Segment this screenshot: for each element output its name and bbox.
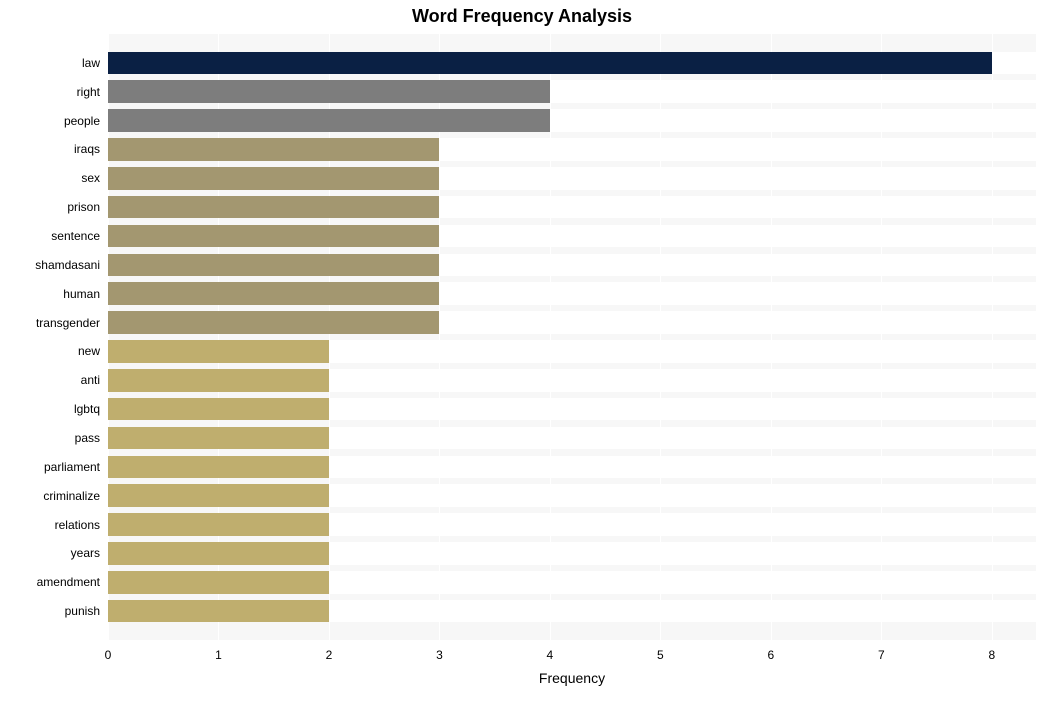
bar (108, 282, 439, 305)
bar (108, 196, 439, 219)
x-tick-label: 0 (105, 648, 112, 662)
x-gridline (881, 34, 882, 640)
y-tick-label: lgbtq (0, 402, 100, 416)
chart-container: Word Frequency Analysis law right people ir… (0, 0, 1044, 701)
y-tick-label: prison (0, 200, 100, 214)
y-tick-label: law (0, 56, 100, 70)
bar (108, 456, 329, 479)
y-tick-label: criminalize (0, 489, 100, 503)
bar (108, 542, 329, 565)
bar (108, 398, 329, 421)
x-gridline (550, 34, 551, 640)
x-gridline (660, 34, 661, 640)
x-tick-label: 8 (988, 648, 995, 662)
bar (108, 254, 439, 277)
y-tick-label: parliament (0, 460, 100, 474)
y-tick-label: human (0, 287, 100, 301)
bar (108, 167, 439, 190)
chart-title: Word Frequency Analysis (0, 6, 1044, 27)
bar (108, 484, 329, 507)
y-tick-label: transgender (0, 316, 100, 330)
y-tick-label: punish (0, 604, 100, 618)
y-tick-label: sentence (0, 229, 100, 243)
x-tick-label: 6 (768, 648, 775, 662)
y-tick-label: sex (0, 171, 100, 185)
plot-background-band (108, 622, 1036, 640)
x-tick-label: 1 (215, 648, 222, 662)
bar (108, 311, 439, 334)
y-tick-label: iraqs (0, 142, 100, 156)
bar (108, 80, 550, 103)
bar (108, 138, 439, 161)
x-tick-label: 5 (657, 648, 664, 662)
x-tick-label: 2 (326, 648, 333, 662)
x-axis-title: Frequency (108, 670, 1036, 686)
bar (108, 369, 329, 392)
bar (108, 52, 992, 75)
y-tick-label: shamdasani (0, 258, 100, 272)
x-tick-label: 7 (878, 648, 885, 662)
bar (108, 340, 329, 363)
bar (108, 513, 329, 536)
bar (108, 571, 329, 594)
x-tick-label: 3 (436, 648, 443, 662)
bar (108, 109, 550, 132)
y-tick-label: pass (0, 431, 100, 445)
plot-area (108, 34, 1036, 640)
y-tick-label: amendment (0, 575, 100, 589)
x-tick-label: 4 (547, 648, 554, 662)
y-tick-label: years (0, 546, 100, 560)
y-tick-label: new (0, 344, 100, 358)
y-tick-label: right (0, 85, 100, 99)
plot-background-band (108, 34, 1036, 52)
y-tick-label: relations (0, 518, 100, 532)
bar (108, 600, 329, 623)
bar (108, 427, 329, 450)
bar (108, 225, 439, 248)
x-gridline (992, 34, 993, 640)
x-gridline (771, 34, 772, 640)
y-tick-label: anti (0, 373, 100, 387)
y-tick-label: people (0, 114, 100, 128)
